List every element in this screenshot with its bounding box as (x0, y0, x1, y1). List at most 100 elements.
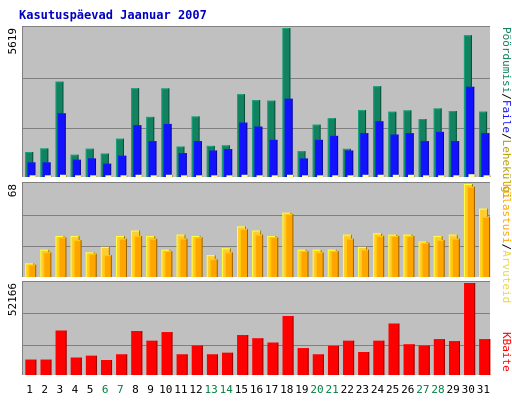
bar-sites-day-22-body (345, 238, 354, 277)
bar-files-day-21 (330, 135, 339, 177)
legend-middle: Külastusi/Arvuteid (500, 184, 512, 303)
bar-sites-day-5-body (88, 253, 97, 277)
bar-sites-day-6-body (103, 255, 112, 277)
bar-pages-day-11 (181, 175, 189, 177)
bar-sites-day-28-body (436, 240, 445, 277)
legend-top-part-5: Lehekülgi (500, 140, 512, 200)
bar-files-day-23-body (360, 133, 369, 177)
x-label-day-18: 18 (280, 383, 293, 396)
bar-kbytes-day-22 (343, 340, 355, 375)
bar-pages-day-18-body (286, 174, 294, 177)
bar-files-day-24 (375, 121, 384, 177)
bar-kbytes-day-21 (327, 345, 339, 375)
bar-sites-day-8-body (134, 235, 143, 277)
bar-kbytes-day-12 (191, 345, 203, 375)
panel-bottom-ymax-label: 52166 (6, 283, 19, 316)
bar-files-day-16-body (254, 126, 263, 177)
bar-files-day-31 (481, 133, 490, 177)
panel-top-ymax-label: 5619 (6, 28, 19, 55)
x-label-day-23: 23 (356, 383, 369, 396)
bar-kbytes-day-9-body (146, 340, 158, 375)
bar-kbytes-day-12-body (191, 345, 203, 375)
bar-files-day-24-body (375, 121, 384, 177)
bar-kbytes-day-1-body (25, 359, 37, 375)
bar-files-day-26 (405, 133, 414, 177)
bar-files-day-3-body (57, 113, 66, 177)
bar-sites-day-10 (164, 251, 173, 277)
bar-files-day-22-body (345, 150, 354, 177)
chart-panels: 5619 68 52166 (6, 26, 491, 376)
bar-files-day-20-body (314, 139, 323, 177)
bar-pages-day-13 (211, 175, 219, 177)
x-label-day-6: 6 (102, 383, 109, 396)
bar-kbytes-day-31-body (479, 339, 491, 375)
bar-sites-day-2-body (43, 252, 52, 277)
bar-sites-day-6 (103, 255, 112, 277)
bar-kbytes-day-31 (479, 339, 491, 375)
x-label-day-15: 15 (235, 383, 248, 396)
bar-kbytes-day-27-body (418, 345, 430, 375)
bar-pages-day-28 (438, 175, 446, 177)
bar-pages-day-26 (408, 174, 416, 177)
bar-pages-day-30 (468, 174, 476, 177)
bar-files-day-16 (254, 126, 263, 177)
bar-pages-day-19 (302, 175, 310, 177)
bar-sites-day-24-body (376, 235, 385, 277)
x-label-day-12: 12 (189, 383, 202, 396)
bar-pages-day-16 (256, 175, 264, 177)
bar-kbytes-day-23-body (358, 352, 370, 375)
bar-kbytes-day-7 (116, 354, 128, 375)
bar-sites-day-5 (88, 253, 97, 277)
panel-middle-bars (25, 184, 491, 277)
bar-kbytes-day-3 (55, 330, 67, 375)
bar-kbytes-day-24-body (373, 340, 385, 375)
bar-sites-day-9 (149, 238, 158, 277)
bar-files-day-17-body (269, 139, 278, 177)
bar-pages-day-15-body (241, 174, 249, 177)
bar-files-day-27-body (420, 141, 429, 177)
bar-sites-day-1-body (28, 264, 37, 277)
bar-files-day-29 (451, 141, 460, 177)
bar-kbytes-day-6 (101, 360, 113, 375)
bar-pages-day-8 (135, 174, 143, 177)
bar-files-day-7 (118, 155, 127, 177)
bar-kbytes-day-15 (237, 335, 249, 375)
bar-files-day-2 (42, 162, 51, 177)
bar-pages-day-6 (105, 175, 113, 177)
bar-sites-day-30 (466, 186, 475, 277)
bar-pages-day-31 (483, 175, 491, 177)
bar-sites-day-26-body (406, 235, 415, 277)
bar-files-day-5-body (88, 158, 97, 177)
bar-files-day-22 (345, 150, 354, 177)
bar-files-day-5 (88, 158, 97, 177)
bar-files-day-18-body (284, 98, 293, 177)
bar-sites-day-12-body (194, 237, 203, 277)
bar-sites-day-20 (315, 252, 324, 277)
bar-sites-day-25 (391, 235, 400, 277)
bar-files-day-10 (163, 123, 172, 177)
bar-sites-day-18 (285, 214, 294, 277)
bar-kbytes-day-13-body (206, 354, 218, 375)
bar-files-day-17 (269, 139, 278, 177)
x-label-day-20: 20 (310, 383, 323, 396)
x-label-day-1: 1 (26, 383, 33, 396)
bar-pages-day-9 (150, 175, 158, 177)
x-label-day-27: 27 (416, 383, 429, 396)
bar-kbytes-day-10 (161, 332, 173, 375)
x-label-day-28: 28 (431, 383, 444, 396)
bar-files-day-11-body (178, 153, 187, 177)
bar-kbytes-day-15-body (237, 335, 249, 375)
bar-sites-day-11 (179, 238, 188, 277)
bar-files-day-4 (72, 159, 81, 177)
bar-sites-day-12 (194, 237, 203, 277)
bar-sites-day-4-body (73, 240, 82, 277)
bar-files-day-9-body (148, 141, 157, 177)
panel-top: 5619 (6, 26, 491, 178)
bar-files-day-28 (435, 131, 444, 177)
bar-kbytes-day-20 (312, 354, 324, 375)
legend-top-part-4: / (500, 133, 512, 140)
bar-files-day-4-body (72, 159, 81, 177)
x-label-day-4: 4 (72, 383, 79, 396)
bar-kbytes-day-5 (85, 355, 97, 375)
bar-pages-day-30-body (468, 174, 476, 177)
